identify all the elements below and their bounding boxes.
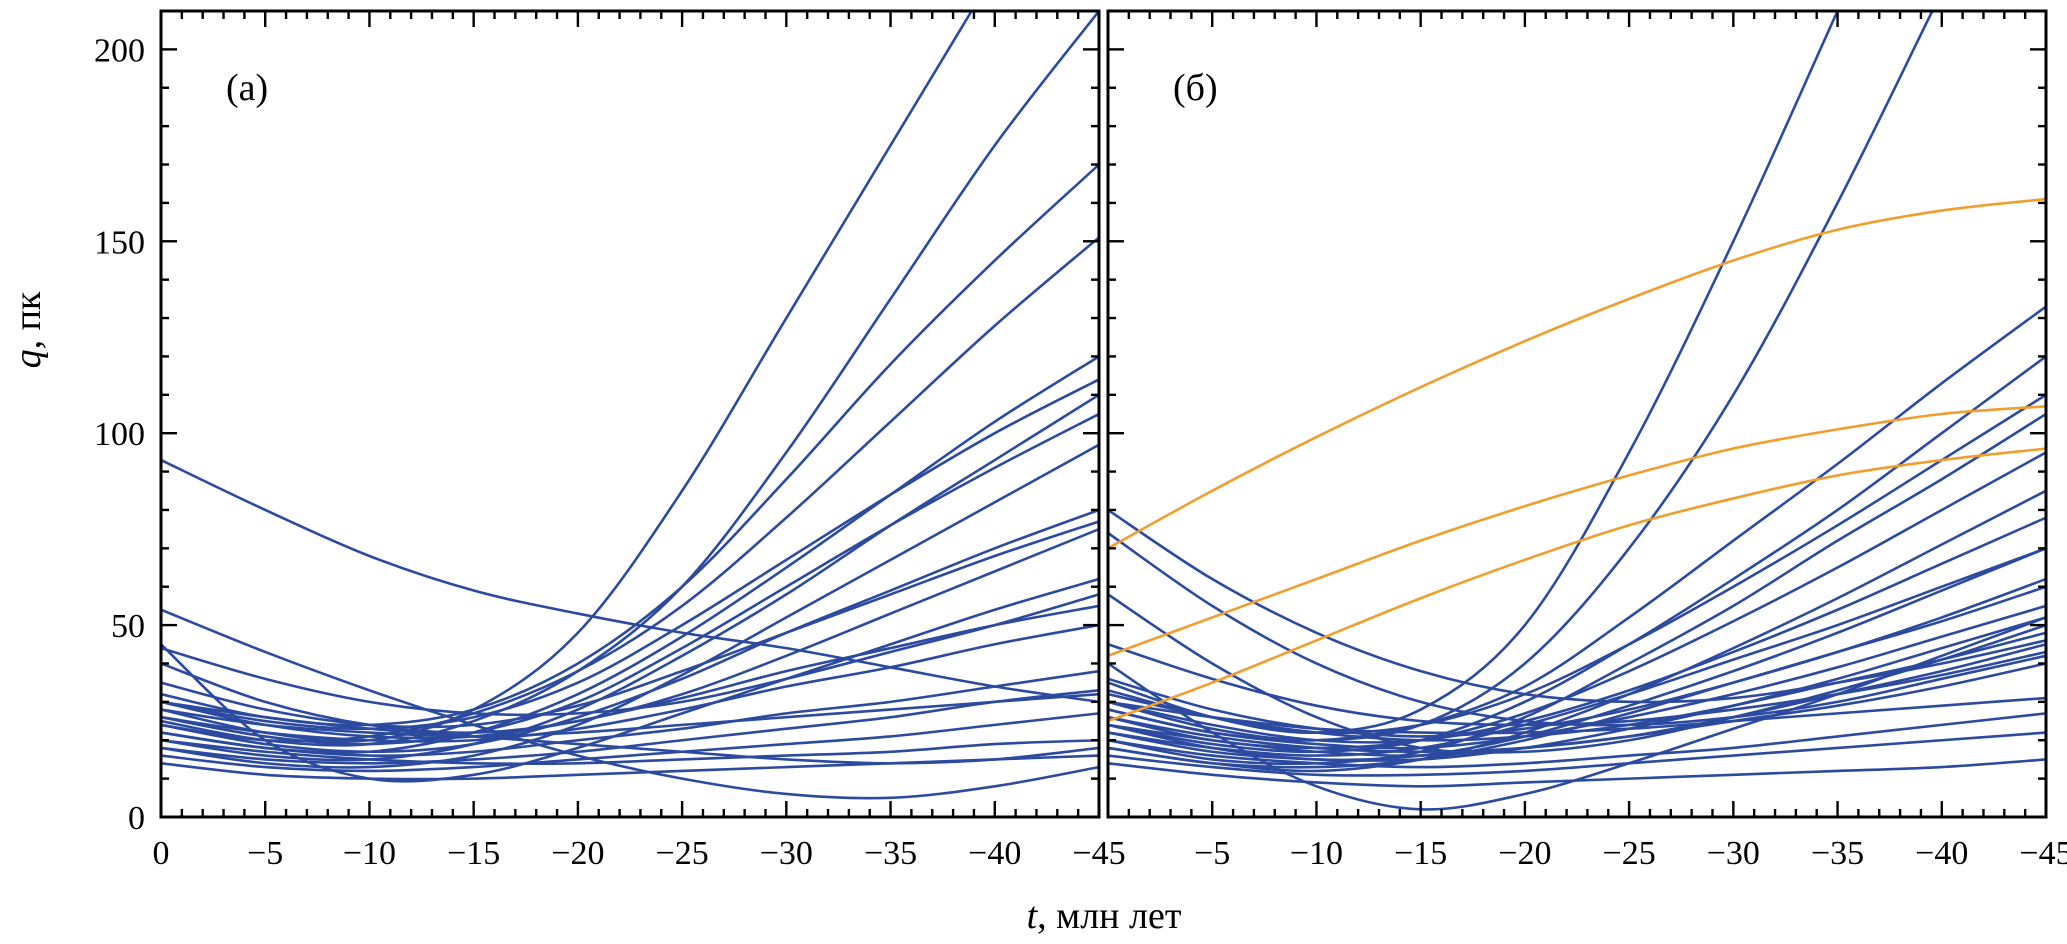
data-curve-blue [161, 608, 1099, 800]
x-tick-label: −35 [1811, 835, 1864, 872]
curves-group [1108, 11, 2046, 811]
data-curve-blue [161, 738, 1099, 766]
data-curve-blue [161, 11, 974, 743]
data-curve-orange [1108, 405, 2046, 658]
data-curve-blue [161, 520, 1099, 729]
data-curve-blue [1108, 758, 2046, 788]
data-curve-blue [1108, 662, 2046, 758]
data-curve-orange [1108, 197, 2046, 550]
y-tick-label: 100 [94, 416, 145, 453]
panel-a: 0 −5 −10 −15 −20 −25 −30 −35 −40 −45 0 50 100 150 200 [94, 9, 1126, 872]
data-curve-blue [161, 712, 1099, 773]
x-tick-label: −10 [343, 835, 396, 872]
x-tick-label: −35 [864, 835, 917, 872]
data-curve-blue [161, 669, 1099, 758]
x-tick-label: −5 [247, 835, 283, 872]
x-tick-label: −20 [1498, 835, 1551, 872]
y-axis-label: q, пк [7, 291, 49, 368]
data-curve-blue [1108, 489, 2046, 773]
x-tick-label: −45 [2019, 835, 2067, 872]
data-curve-blue [1108, 585, 2046, 769]
data-curve-orange [1108, 447, 2046, 723]
panel-border [159, 9, 1101, 819]
x-axis-label-rest: , млн лет [1037, 895, 1182, 937]
data-curve-blue [161, 623, 1099, 743]
data-curve-blue [1108, 731, 2046, 777]
panel-border [1106, 9, 2048, 819]
data-curve-blue [1108, 712, 2046, 769]
y-tick-label: 200 [94, 32, 145, 69]
data-curve-blue [1108, 516, 2046, 744]
y-axis-label-rest: , пк [7, 291, 49, 349]
data-curve-blue [1108, 11, 1839, 734]
data-curve-blue [1108, 696, 2046, 735]
x-tick-label: −15 [447, 835, 500, 872]
x-axis-label-var: t [1027, 895, 1039, 937]
data-curve-blue [161, 700, 1099, 765]
data-curve-blue [161, 412, 1099, 746]
data-curve-blue [161, 692, 1099, 738]
data-curve-blue [1108, 547, 2046, 757]
data-curve-blue [1108, 642, 2046, 727]
y-axis-label-var: q [7, 349, 49, 368]
data-curve-blue [161, 508, 1099, 754]
x-axis-label: t, млн лет [1027, 895, 1182, 937]
x-tick-label: −10 [1290, 835, 1343, 872]
x-tick-label: −25 [656, 835, 709, 872]
x-tick-label: −5 [1194, 835, 1230, 872]
y-tick-label: 50 [111, 608, 145, 645]
x-tick-label: 0 [153, 835, 170, 872]
x-tick-label: −30 [760, 835, 813, 872]
data-curve-blue [1108, 508, 2046, 704]
x-tick-label: −40 [968, 835, 1021, 872]
data-curve-blue [1108, 577, 2046, 738]
data-curve-blue [1108, 616, 2046, 762]
x-tick-label: −45 [1072, 835, 1125, 872]
data-curve-blue [161, 458, 1099, 704]
x-tick-label: −15 [1394, 835, 1447, 872]
y-tick-label: 0 [128, 800, 145, 837]
panel-a-label: (а) [226, 67, 268, 109]
x-tick-label: −25 [1603, 835, 1656, 872]
panel-b-label: (б) [1173, 67, 1218, 109]
data-curve-blue [161, 593, 1099, 717]
data-curve-blue [161, 236, 1099, 743]
data-curve-blue [161, 689, 1099, 765]
curves-group [161, 11, 1099, 800]
y-tick-label: 150 [94, 224, 145, 261]
x-tick-label: −40 [1915, 835, 1968, 872]
x-tick-label: −30 [1707, 835, 1760, 872]
data-curve-blue [1108, 547, 2046, 762]
data-curve-blue [161, 393, 1099, 762]
data-curve-blue [161, 378, 1099, 731]
x-tick-label: −20 [551, 835, 604, 872]
panel-b: −5 −10 −15 −20 −25 −30 −35 −40 −45 [1106, 9, 2067, 872]
data-curve-blue [161, 604, 1099, 740]
